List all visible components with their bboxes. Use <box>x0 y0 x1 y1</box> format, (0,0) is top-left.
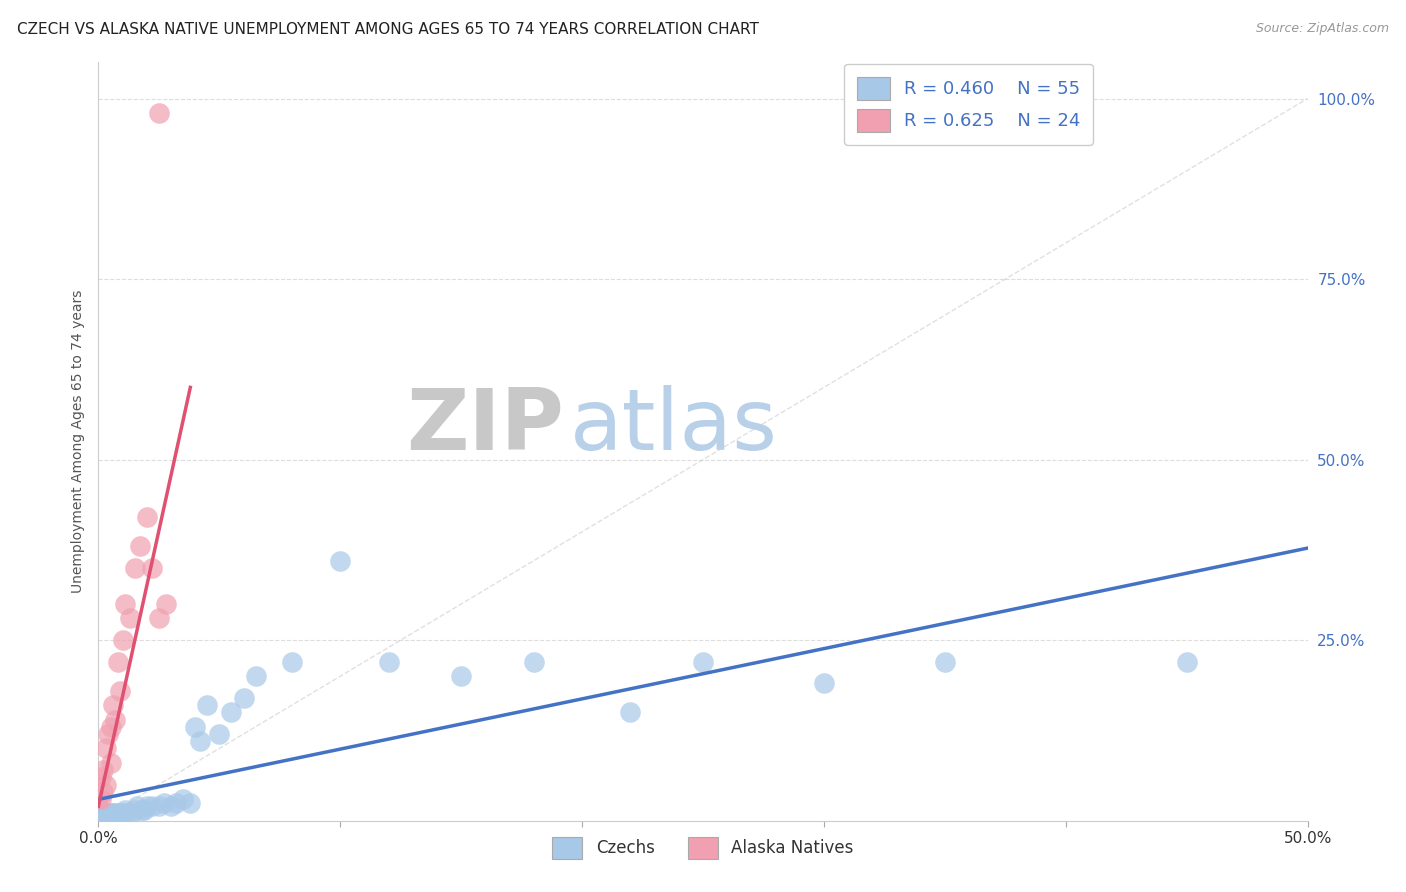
Point <box>117 806 139 821</box>
Point <box>141 799 163 814</box>
Point <box>104 713 127 727</box>
Point <box>87 814 110 828</box>
Point <box>100 720 122 734</box>
Point <box>128 539 150 553</box>
Point <box>148 799 170 814</box>
Point <box>141 561 163 575</box>
Point <box>97 806 120 821</box>
Point <box>232 690 254 705</box>
Point <box>104 810 127 824</box>
Point <box>124 561 146 575</box>
Point <box>155 597 177 611</box>
Point <box>619 706 641 720</box>
Legend: Czechs, Alaska Natives: Czechs, Alaska Natives <box>546 830 860 865</box>
Point <box>148 106 170 120</box>
Point <box>152 796 174 810</box>
Point <box>91 806 114 821</box>
Point <box>131 803 153 817</box>
Point <box>91 814 114 828</box>
Point <box>121 806 143 821</box>
Point <box>160 799 183 814</box>
Point <box>692 655 714 669</box>
Point <box>94 741 117 756</box>
Point <box>94 814 117 828</box>
Point <box>281 655 304 669</box>
Point <box>107 806 129 821</box>
Point <box>221 706 243 720</box>
Point <box>208 727 231 741</box>
Point <box>188 734 211 748</box>
Point <box>111 806 134 821</box>
Point <box>108 683 131 698</box>
Point <box>87 792 110 806</box>
Point <box>91 785 114 799</box>
Point <box>450 669 472 683</box>
Point <box>172 792 194 806</box>
Text: ZIP: ZIP <box>406 384 564 468</box>
Point <box>179 796 201 810</box>
Point <box>90 792 112 806</box>
Point <box>91 810 114 824</box>
Y-axis label: Unemployment Among Ages 65 to 74 years: Unemployment Among Ages 65 to 74 years <box>70 290 84 593</box>
Point <box>934 655 956 669</box>
Point <box>1175 655 1198 669</box>
Point <box>523 655 546 669</box>
Point <box>90 806 112 821</box>
Text: atlas: atlas <box>569 384 778 468</box>
Point <box>97 810 120 824</box>
Point <box>813 676 835 690</box>
Point <box>107 655 129 669</box>
Point <box>90 810 112 824</box>
Point <box>94 810 117 824</box>
Point <box>245 669 267 683</box>
Point <box>101 810 124 824</box>
Point <box>101 698 124 712</box>
Point <box>90 770 112 784</box>
Point <box>377 655 399 669</box>
Point <box>329 554 352 568</box>
Text: CZECH VS ALASKA NATIVE UNEMPLOYMENT AMONG AGES 65 TO 74 YEARS CORRELATION CHART: CZECH VS ALASKA NATIVE UNEMPLOYMENT AMON… <box>17 22 759 37</box>
Point <box>134 803 156 817</box>
Point <box>100 810 122 824</box>
Point <box>108 806 131 821</box>
Point <box>87 808 110 822</box>
Point <box>124 803 146 817</box>
Point <box>111 633 134 648</box>
Point <box>90 814 112 828</box>
Point <box>101 806 124 821</box>
Point <box>114 803 136 817</box>
Point <box>127 799 149 814</box>
Point <box>135 799 157 814</box>
Point <box>100 756 122 770</box>
Point <box>94 778 117 792</box>
Point <box>195 698 218 712</box>
Text: Source: ZipAtlas.com: Source: ZipAtlas.com <box>1256 22 1389 36</box>
Point <box>135 510 157 524</box>
Point <box>118 611 141 625</box>
Point <box>87 810 110 824</box>
Point <box>148 611 170 625</box>
Point <box>97 727 120 741</box>
Point <box>100 806 122 821</box>
Point <box>104 806 127 821</box>
Point <box>184 720 207 734</box>
Point <box>94 806 117 821</box>
Point <box>91 763 114 777</box>
Point <box>114 597 136 611</box>
Point <box>165 796 187 810</box>
